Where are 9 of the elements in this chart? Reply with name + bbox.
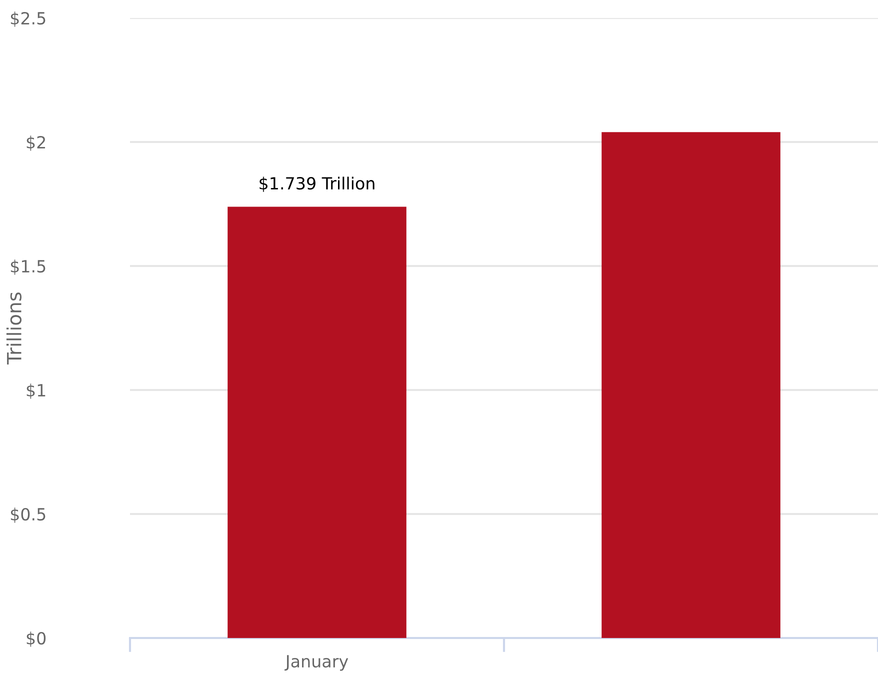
data-label: $1.739 Trillion [260, 176, 374, 192]
x-tick-label: January [284, 655, 348, 671]
y-tick-label: $1.5 [10, 260, 46, 275]
y-tick-label: $1 [26, 384, 46, 399]
y-tick-label: $0 [26, 632, 46, 647]
y-tick-label: $0.5 [10, 508, 46, 523]
y-tick-label: $2 [26, 136, 45, 151]
y-tick-label: $2.5 [10, 12, 46, 27]
y-axis-title: Trillions [6, 292, 22, 365]
